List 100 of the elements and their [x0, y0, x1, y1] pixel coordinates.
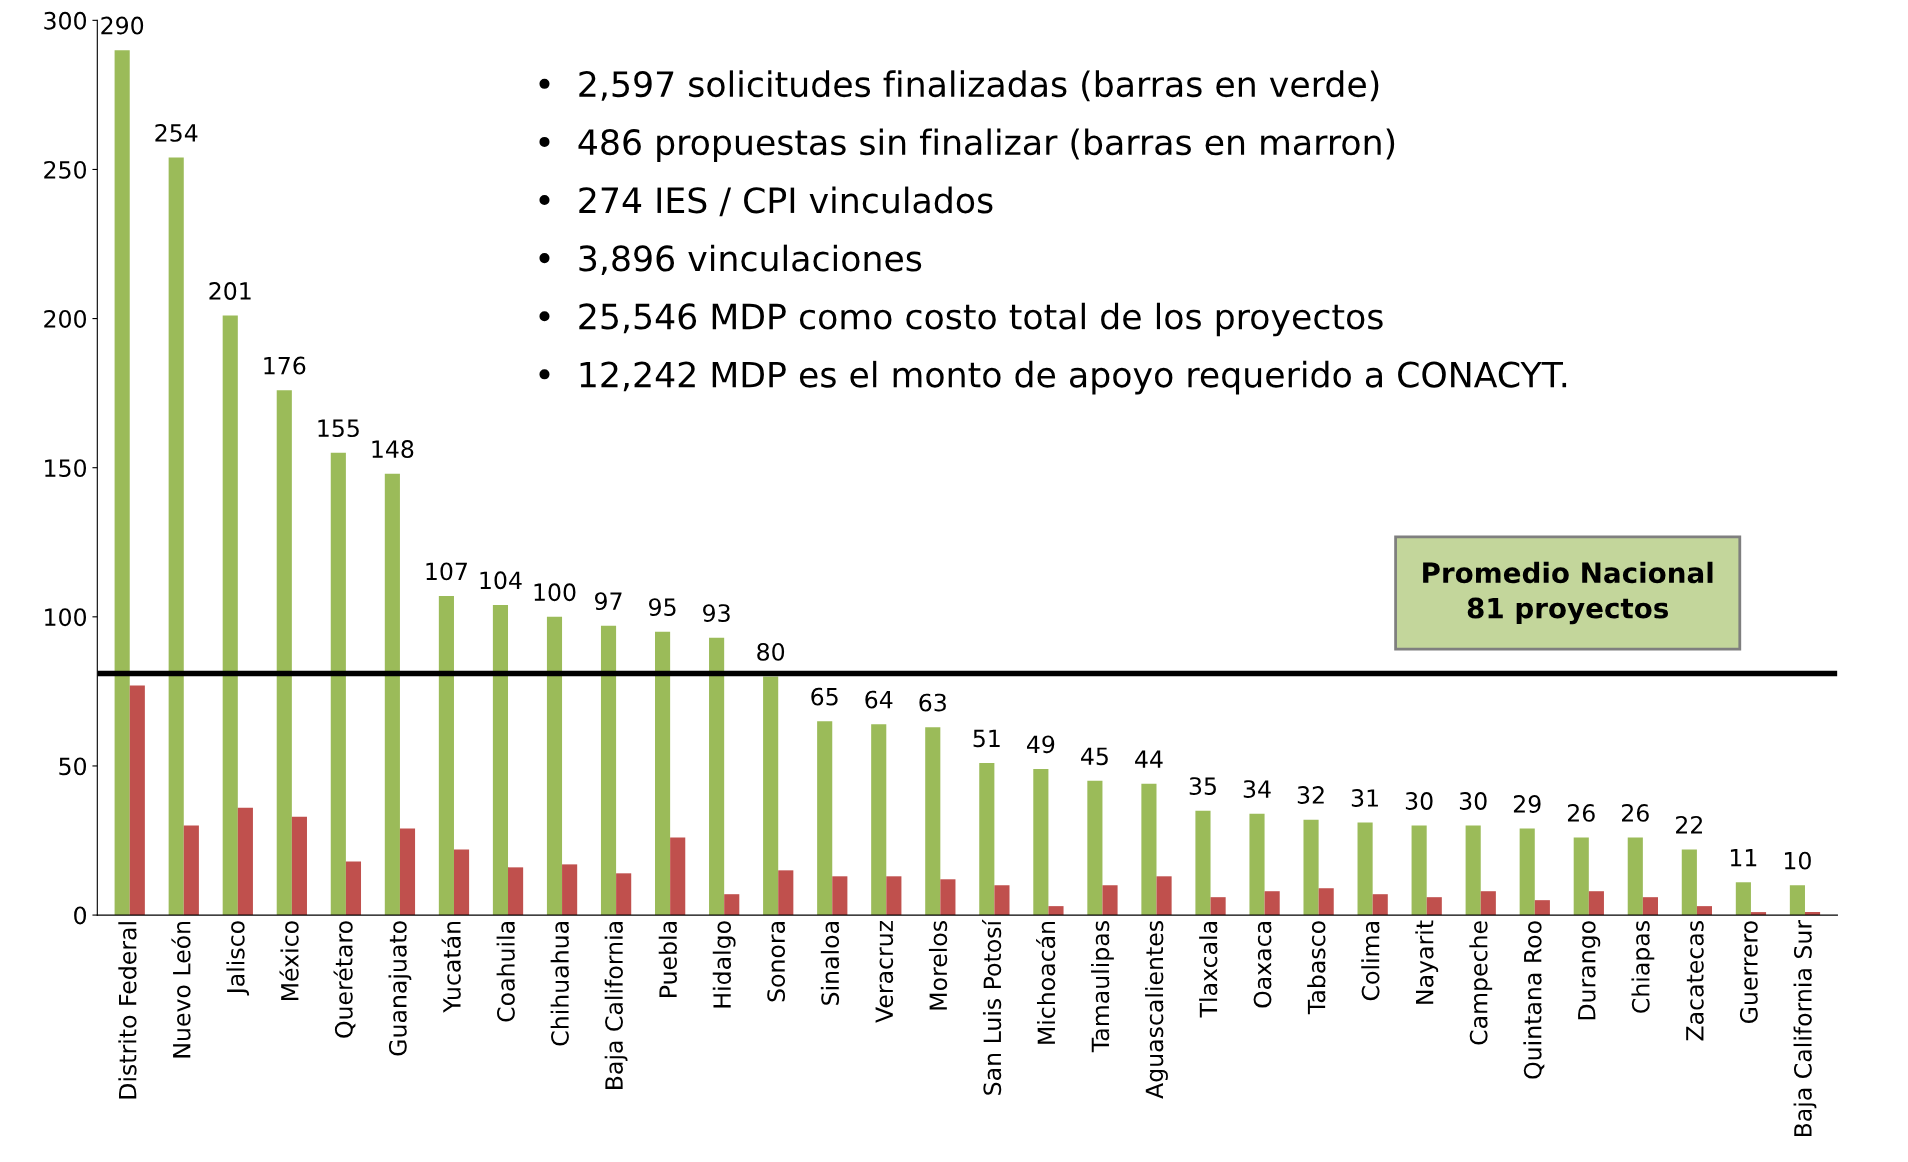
data-label: 30 — [1459, 792, 1487, 810]
x-tick-label: Jalisco — [226, 921, 250, 996]
data-label: 97 — [594, 592, 622, 611]
x-tick-label: Baja California — [604, 922, 628, 1089]
bar — [778, 870, 794, 916]
data-label: 31 — [1351, 789, 1378, 807]
bar — [1141, 783, 1157, 916]
bar — [1588, 891, 1604, 916]
x-tick-label: Chihuahua — [550, 922, 569, 1046]
data-label: 155 — [318, 419, 359, 438]
data-label: 64 — [865, 690, 893, 709]
x-tick-label: Coahuila — [496, 922, 515, 1022]
x-tick-label: Morelos — [928, 921, 948, 1010]
bar — [330, 452, 346, 916]
bar — [562, 864, 578, 916]
bar — [1735, 882, 1751, 916]
data-label: 26 — [1622, 803, 1649, 822]
x-tick-label: Baja California Sur — [1793, 919, 1817, 1137]
ref-line-label: Promedio Nacional 81 proyectos — [1423, 561, 1713, 625]
x-tick-label: Durango — [1578, 921, 1601, 1020]
bar — [1519, 828, 1535, 916]
annotation: • 3,896 vinculaciones — [539, 244, 922, 276]
data-label: 49 — [1026, 735, 1055, 754]
bar — [438, 595, 454, 916]
bar — [616, 873, 632, 916]
bar — [453, 849, 470, 916]
data-label: 201 — [209, 282, 251, 300]
y-tick-label: 300 — [44, 11, 87, 30]
bar — [1465, 825, 1481, 916]
bar — [1102, 885, 1118, 916]
data-label: 44 — [1135, 750, 1163, 768]
x-tick-label: Colima — [1361, 922, 1380, 1001]
bar — [384, 473, 400, 916]
x-tick-label: Zacatecas — [1686, 921, 1704, 1041]
bar — [1264, 891, 1280, 916]
bar — [399, 828, 416, 916]
x-tick-label: Guerrero — [1739, 921, 1758, 1024]
x-tick-label: México — [279, 921, 299, 1001]
y-tick-label: 100 — [45, 608, 87, 627]
data-label: 95 — [649, 598, 676, 617]
bar — [1087, 780, 1103, 916]
x-tick-label: Yucatán — [441, 921, 461, 1013]
bar — [940, 879, 956, 916]
data-label: 254 — [155, 123, 198, 142]
bar — [1411, 825, 1427, 916]
annotation: • 274 IES / CPI vinculados — [539, 186, 993, 217]
y-tick-label: 250 — [44, 160, 87, 179]
x-tick-label: Tamaulipas — [1091, 921, 1114, 1053]
bar — [724, 894, 740, 916]
y-tick-label: 200 — [44, 310, 87, 328]
data-label: 34 — [1243, 780, 1271, 798]
bar — [670, 837, 686, 916]
x-tick-label: Tlaxcala — [1199, 922, 1218, 1018]
data-label: 148 — [372, 440, 414, 458]
bar — [1033, 768, 1049, 916]
annotation: • 12,242 MDP es el monto de apoyo requerido a CONACYT. — [539, 360, 1567, 395]
bar — [979, 762, 995, 916]
bar — [1210, 897, 1226, 916]
data-label: 35 — [1189, 777, 1216, 795]
x-tick-label: Guanajuato — [388, 921, 412, 1056]
bar — [1372, 894, 1388, 916]
bar — [1195, 810, 1211, 916]
x-tick-label: Sonora — [767, 922, 786, 1002]
bar — [1534, 900, 1550, 916]
bar — [655, 631, 671, 916]
bar — [600, 625, 617, 916]
bar — [1480, 891, 1496, 916]
x-tick-label: Tabasco — [1307, 921, 1326, 1015]
data-label: 107 — [426, 562, 467, 581]
data-label: 93 — [703, 604, 730, 623]
data-label: 29 — [1513, 795, 1541, 813]
x-tick-label: Quintana Roo — [1523, 921, 1545, 1079]
x-tick-label: Veracruz — [875, 920, 894, 1023]
x-tick-label: Oaxaca — [1253, 922, 1272, 1008]
x-tick-label: San Luis Potosí — [982, 919, 1002, 1095]
data-label: 45 — [1081, 747, 1108, 766]
data-label: 51 — [973, 729, 1000, 748]
data-label: 32 — [1297, 786, 1324, 804]
data-label: 22 — [1676, 815, 1702, 834]
bar — [994, 885, 1010, 916]
data-label: 65 — [811, 687, 838, 706]
data-label: 11 — [1730, 849, 1757, 867]
bar — [925, 727, 941, 916]
x-tick-label: Distrito Federal — [118, 922, 137, 1099]
bar — [832, 876, 848, 916]
x-tick-label: Michoacán — [1036, 921, 1056, 1044]
data-label: 30 — [1405, 792, 1433, 810]
bar — [763, 676, 779, 916]
bar — [1303, 819, 1319, 916]
data-label: 10 — [1784, 851, 1811, 870]
x-tick-label: Chiapas — [1631, 921, 1655, 1013]
y-tick-label: 50 — [59, 757, 87, 776]
x-tick-label: Nuevo León — [171, 921, 191, 1058]
data-label: 26 — [1567, 803, 1595, 822]
x-tick-label: Campeche — [1469, 921, 1493, 1045]
bar — [1318, 888, 1334, 916]
y-tick-label: 150 — [45, 459, 87, 478]
bar — [1357, 822, 1373, 916]
data-label: 100 — [534, 583, 576, 602]
annotation: • 25,546 MDP como costo total de los proyectos — [539, 302, 1383, 337]
